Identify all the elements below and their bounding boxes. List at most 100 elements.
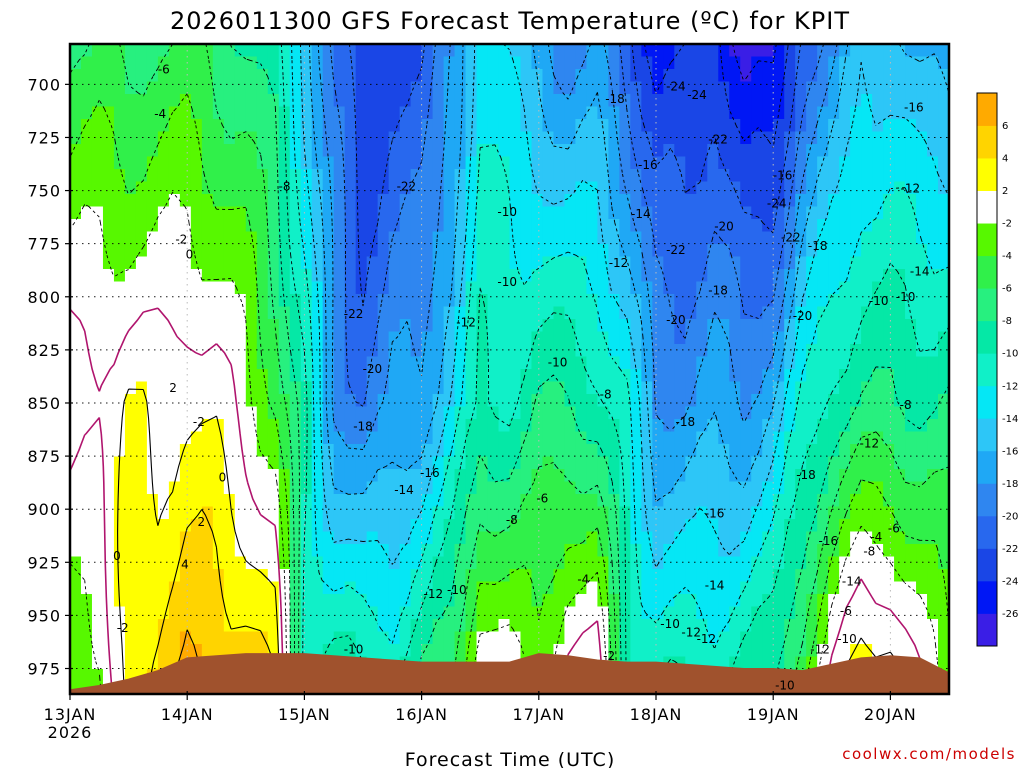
heatmap-cell (652, 356, 665, 370)
colorbar-bin (977, 450, 997, 484)
heatmap-cell (696, 169, 708, 183)
heatmap-cell (806, 231, 818, 245)
heatmap-cell (773, 56, 785, 70)
heatmap-cell (212, 606, 225, 620)
heatmap-cell (564, 256, 577, 270)
heatmap-cell (344, 631, 357, 645)
heatmap-cell (498, 69, 511, 83)
heatmap-cell (476, 431, 489, 445)
heatmap-cell (531, 356, 544, 370)
heatmap-cell (476, 106, 489, 120)
heatmap-cell (432, 256, 445, 270)
heatmap-cell (894, 131, 906, 145)
heatmap-cell (344, 369, 357, 383)
heatmap-cell (817, 331, 829, 345)
contour-label: -18 (605, 92, 625, 106)
heatmap-cell (443, 169, 456, 183)
heatmap-cell (751, 481, 763, 495)
heatmap-cell (421, 594, 434, 608)
heatmap-cell (850, 356, 862, 370)
heatmap-cell (245, 144, 258, 158)
heatmap-cell (267, 519, 280, 533)
heatmap-cell (399, 81, 412, 95)
heatmap-cell (817, 81, 829, 95)
heatmap-cell (619, 406, 632, 420)
heatmap-cell (267, 569, 280, 583)
heatmap-cell (839, 244, 851, 258)
heatmap-cell (212, 394, 225, 408)
heatmap-cell (355, 581, 368, 595)
heatmap-cell (938, 181, 949, 195)
heatmap-cell (828, 131, 840, 145)
heatmap-cell (80, 394, 93, 408)
x-tick-label: 20JAN (864, 705, 917, 724)
colorbar-bin (977, 158, 997, 191)
heatmap-cell (355, 106, 368, 120)
heatmap-cell (817, 106, 829, 120)
heatmap-cell (388, 369, 401, 383)
heatmap-cell (795, 256, 807, 270)
heatmap-cell (80, 456, 93, 470)
heatmap-cell (70, 419, 82, 433)
heatmap-cell (476, 606, 489, 620)
heatmap-cell (520, 394, 533, 408)
heatmap-cell (839, 69, 851, 83)
heatmap-cell (113, 531, 126, 545)
heatmap-cell (322, 519, 335, 533)
heatmap-cell (223, 281, 236, 295)
heatmap-cell (784, 656, 796, 670)
heatmap-cell (454, 594, 467, 608)
heatmap-cell (696, 656, 708, 670)
heatmap-cell (817, 519, 829, 533)
heatmap-cell (70, 544, 82, 558)
heatmap-cell (586, 581, 599, 595)
heatmap-cell (707, 219, 719, 233)
heatmap-cell (531, 306, 544, 320)
heatmap-cell (278, 206, 291, 220)
heatmap-cell (795, 519, 807, 533)
heatmap-cell (333, 56, 346, 70)
heatmap-cell (443, 269, 456, 283)
contour-label: -12 (609, 256, 629, 270)
heatmap-cell (234, 631, 247, 645)
heatmap-cell (718, 169, 730, 183)
heatmap-cell (91, 256, 104, 270)
heatmap-cell (597, 356, 610, 370)
heatmap-cell (234, 256, 247, 270)
heatmap-cell (135, 219, 148, 233)
heatmap-cell (696, 544, 708, 558)
heatmap-cell (487, 156, 500, 170)
heatmap-cell (421, 94, 434, 108)
heatmap-cell (289, 519, 302, 533)
heatmap-cell (630, 406, 643, 420)
heatmap-cell (542, 231, 555, 245)
heatmap-cell (751, 519, 763, 533)
heatmap-cell (124, 294, 137, 308)
heatmap-cell (344, 144, 357, 158)
heatmap-cell (905, 219, 917, 233)
heatmap-cell (443, 469, 456, 483)
heatmap-cell (916, 631, 928, 645)
heatmap-cell (641, 94, 654, 108)
heatmap-cell (245, 206, 258, 220)
heatmap-cell (421, 294, 434, 308)
heatmap-cell (190, 606, 203, 620)
heatmap-cell (157, 544, 170, 558)
heatmap-cell (234, 506, 247, 520)
heatmap-cell (223, 319, 236, 333)
heatmap-cell (894, 356, 906, 370)
heatmap-cell (707, 256, 719, 270)
heatmap-cell (70, 269, 82, 283)
heatmap-cell (487, 144, 500, 158)
heatmap-cell (223, 531, 236, 545)
heatmap-cell (597, 419, 610, 433)
heatmap-cell (124, 581, 137, 595)
heatmap-cell (399, 456, 412, 470)
heatmap-cell (729, 481, 741, 495)
heatmap-cell (938, 294, 949, 308)
heatmap-cell (641, 156, 654, 170)
heatmap-cell (707, 481, 719, 495)
heatmap-cell (245, 531, 258, 545)
heatmap-cell (850, 119, 862, 133)
heatmap-cell (542, 206, 555, 220)
